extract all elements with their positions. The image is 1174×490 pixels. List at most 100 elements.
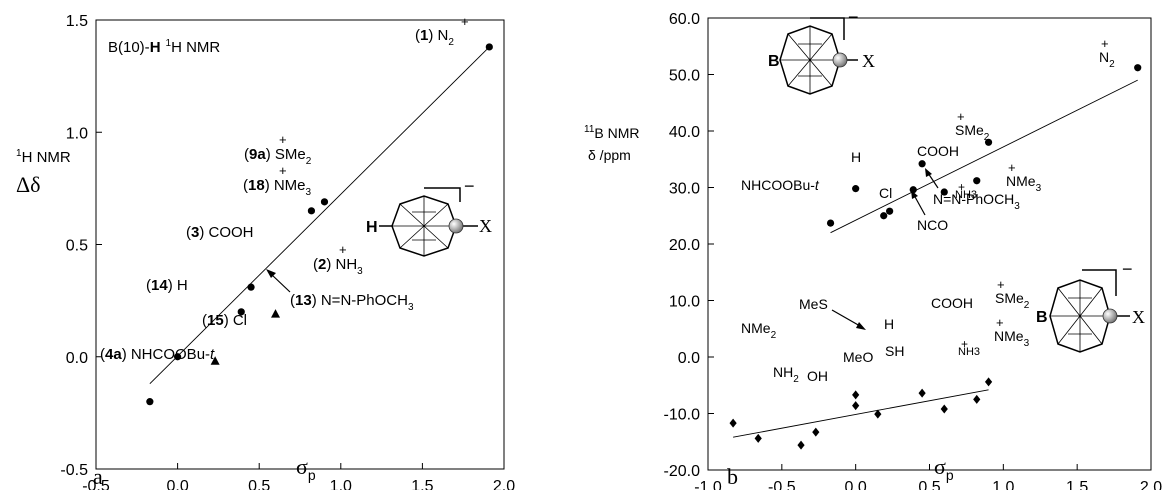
panel-b-y-tick-label: 60.0: [669, 11, 700, 28]
panel-b-x-tick-label: -1.0: [694, 479, 722, 490]
panel-b-data-point: [984, 377, 993, 387]
b-label-nh3-upper-plus: +: [958, 180, 965, 194]
panel-a-points: [146, 43, 493, 406]
b-label-nh2: NH2: [773, 364, 799, 385]
b-label-nhcoobu: NHCOOBu-t: [741, 177, 820, 193]
panel-b-data-point: [826, 219, 835, 227]
panel-b-fit-line-upper: [830, 79, 1138, 234]
b-label-nh3-lower-plus: +: [961, 337, 968, 351]
b-arrowhead-mes: [856, 322, 866, 330]
panel-b-x-tick-label: 0.0: [845, 479, 867, 490]
panel-b-y-tick-label: -20.0: [664, 463, 701, 480]
panel-b-y-tick-label: 0.0: [678, 350, 700, 367]
b-label-nme3-upper: NMe3: [1006, 173, 1042, 194]
b-label-nh3-upper: NH3: [955, 189, 977, 201]
panel-b-y-tick-label: 30.0: [669, 181, 700, 198]
panel-b-data-point: [754, 433, 762, 443]
panel-b-data-point: [918, 388, 926, 398]
b-label-cl: Cl: [879, 185, 892, 201]
panel-b-xlabel: σp: [934, 454, 954, 483]
panel-a-data-point: [237, 308, 245, 316]
panel-a-x-tick-label: -0.5: [82, 478, 110, 490]
panel-b-y-tick-label: 10.0: [669, 294, 700, 311]
panel-b-data-point: [940, 404, 948, 414]
b-label-nme3-upper-plus: +: [1008, 160, 1016, 175]
a-label-nh3-plus: +: [339, 242, 347, 257]
b-label-sme2-lower-plus: +: [997, 277, 1005, 292]
panel-b-cage-bottom-x-label: X: [1132, 307, 1145, 327]
panel-a-y-ticks: -0.5 0.0 0.5 1.0 1.5: [60, 13, 102, 479]
b-label-azo: N=N-PhOCH3: [933, 191, 1020, 212]
a-label-h: (14) H: [146, 277, 188, 294]
panel-b-data-point: [973, 394, 981, 404]
b-label-n2-plus: +: [1101, 36, 1109, 51]
panel-b-cage-icon-top: B X −: [768, 7, 875, 95]
b-label-sh: SH: [885, 343, 904, 359]
b-arrow-nco: [913, 194, 926, 216]
panel-a-x-ticks: -0.5 0.0 0.5 1.0 1.5 2.0: [82, 463, 515, 490]
a-label-sme2: (9a) SMe2: [244, 146, 312, 167]
panel-a-ylabel-line1: 1H NMR: [16, 148, 71, 166]
panel-b-x-tick-label: 2.0: [1140, 479, 1162, 490]
panel-b: -1.0 -0.5 0.0 0.5 1.0 1.5 2.0 -20.0 -10.0 0.0 10.…: [584, 7, 1162, 490]
panel-b-ylabel-line2: δ /ppm: [588, 147, 631, 163]
b-label-h-lower: H: [884, 316, 894, 332]
b-label-cooh-lower: COOH: [931, 295, 973, 311]
panel-b-cage-bottom-b-label: B: [1036, 309, 1048, 326]
panel-a-data-point: [174, 353, 182, 361]
panel-b-data-point: [886, 207, 894, 215]
panel-b-data-point: [812, 427, 820, 437]
panel-b-cage-top-b-label: B: [768, 53, 780, 70]
b-label-cooh-upper: COOH: [917, 143, 959, 159]
b-label-sme2-lower: SMe2: [995, 290, 1030, 311]
panel-a-data-point: [485, 43, 493, 51]
panel-b-x-tick-label: -0.5: [768, 479, 796, 490]
panel-a-x-tick-label: 1.0: [330, 478, 352, 490]
panel-b-data-point: [984, 138, 993, 146]
panel-b-y-tick-label: -10.0: [664, 407, 701, 424]
panel-a-x-tick-label: 2.0: [493, 478, 515, 490]
b-label-sme2-upper-plus: +: [957, 109, 965, 124]
a-label-cooh: (3) COOH: [186, 224, 254, 241]
panel-a-x-tick-label: 1.5: [411, 478, 433, 490]
panel-b-data-point: [1134, 64, 1142, 72]
panel-b-x-tick-label: 1.0: [992, 479, 1014, 490]
panel-a-fit-line: [149, 46, 490, 385]
b-label-nme2: NMe2: [741, 320, 777, 341]
panel-a-xlabel: σp: [296, 454, 316, 483]
b-arrow-mes: [831, 309, 861, 327]
panel-b-y-ticks: -20.0 -10.0 0.0 10.0 20.0 30.0 40.0 50.0 60.0: [664, 11, 714, 480]
a-arrowhead-azo: [266, 269, 276, 278]
b-label-meo: MeO: [843, 349, 873, 365]
panel-b-fit-line-lower: [733, 389, 989, 438]
panel-a-x-tick-label: 0.0: [166, 478, 188, 490]
panel-b-data-point: [852, 401, 860, 411]
a-label-cl: (15) Cl: [202, 312, 247, 329]
a-label-n2: (1) N2: [415, 27, 454, 48]
panel-b-data-point: [852, 390, 860, 400]
panel-b-data-point: [729, 418, 737, 428]
panel-a-y-tick-label: 0.0: [66, 350, 88, 367]
panel-b-plot-frame: [707, 17, 1152, 471]
a-label-n2-plus: +: [461, 14, 469, 29]
panel-b-data-point: [874, 409, 882, 419]
panel-a-title: B(10)-H 1H NMR: [108, 38, 220, 56]
b-arrow-azo: [927, 172, 939, 189]
panel-a-data-point: [146, 398, 154, 406]
b-label-nh3-lower: NH3: [958, 346, 980, 358]
panel-a-cage-charge: −: [464, 176, 475, 196]
panel-a-letter: a: [93, 464, 103, 489]
a-label-nme3: (18) NMe3: [243, 177, 312, 198]
panel-a-y-tick-label: 1.5: [66, 13, 88, 30]
b-arrowhead-nco: [911, 190, 918, 199]
panel-b-x-tick-label: 1.5: [1066, 479, 1088, 490]
panel-a-y-tick-label: 0.5: [66, 238, 88, 255]
panel-a-data-point: [307, 207, 316, 215]
panel-a-data-point: [247, 283, 255, 291]
panel-a-ylabel-line2: Δδ: [16, 172, 41, 197]
b-label-n2: N2: [1099, 49, 1115, 70]
b-label-nme3-lower: NMe3: [994, 328, 1030, 349]
b-label-sme2-upper: SMe2: [955, 122, 990, 143]
a-arrow-azo: [270, 273, 291, 293]
